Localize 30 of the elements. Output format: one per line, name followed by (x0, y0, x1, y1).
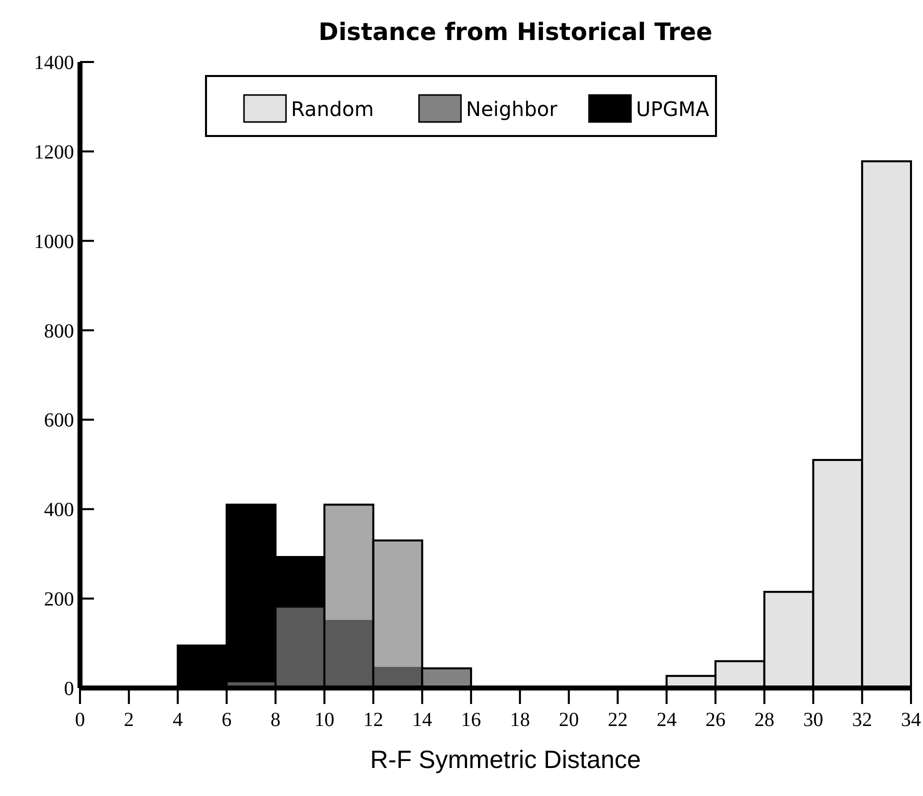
y-tick-label: 400 (44, 499, 74, 522)
chart-title: Distance from Historical Tree (318, 18, 712, 46)
x-tick-label: 14 (412, 709, 432, 731)
x-tick-label: 2 (124, 709, 134, 731)
y-tick-label: 1000 (34, 230, 74, 253)
x-tick-label: 12 (363, 709, 384, 731)
legend-label: Random (291, 97, 374, 121)
x-tick-label: 8 (270, 709, 281, 731)
y-tick-label: 800 (44, 320, 74, 342)
x-tick-label: 26 (705, 709, 726, 731)
x-tick-label: 20 (558, 709, 579, 731)
x-tick-label: 4 (172, 709, 183, 731)
legend-label: Neighbor (466, 97, 558, 121)
y-tick-label: 0 (64, 678, 74, 700)
y-tick-label: 200 (44, 588, 74, 611)
x-tick-label: 6 (222, 709, 232, 731)
x-axis-title: R-F Symmetric Distance (370, 746, 641, 774)
x-tick-label: 22 (608, 709, 628, 731)
x-tick-label: 16 (461, 709, 482, 731)
x-tick-label: 30 (803, 709, 824, 731)
x-tick-label: 24 (656, 709, 677, 731)
y-tick-label: 1200 (34, 141, 74, 164)
x-tick-label: 34 (901, 709, 921, 731)
x-tick-label: 18 (510, 709, 530, 731)
y-tick-label: 600 (44, 410, 74, 432)
legend-label: UPGMA (636, 97, 710, 121)
x-tick-label: 10 (314, 709, 334, 731)
x-tick-label: 28 (754, 709, 774, 731)
y-tick-label: 1400 (34, 52, 74, 74)
x-tick-label: 32 (852, 709, 872, 731)
